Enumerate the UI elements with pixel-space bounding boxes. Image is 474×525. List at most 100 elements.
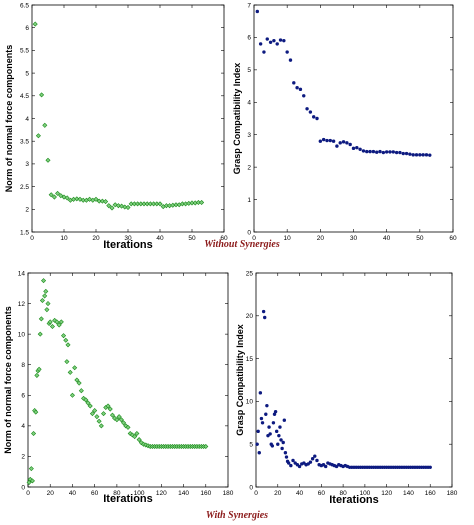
chart-panel-1: 0 10 20 30 40 50 60 1.5 2 2.5 3 3.5 4 4.5 5 5.5 6 6.5 Iter… xyxy=(4,2,228,251)
x-tick-label: 20 xyxy=(92,235,100,242)
data-point xyxy=(273,409,278,414)
data-point xyxy=(56,322,62,328)
data-point xyxy=(35,133,41,139)
data-point xyxy=(268,432,272,436)
data-point xyxy=(361,149,366,153)
data-point xyxy=(29,478,35,484)
data-point xyxy=(34,372,40,378)
data-point xyxy=(315,458,319,463)
x-tick-label: 20 xyxy=(274,490,282,497)
x-tick-label: 40 xyxy=(156,235,164,242)
data-point xyxy=(121,420,127,426)
data-point xyxy=(258,42,263,46)
data-point xyxy=(289,463,293,468)
data-point xyxy=(65,342,71,348)
data-point xyxy=(61,333,67,339)
data-point xyxy=(103,199,109,205)
x-tick-label: 0 xyxy=(254,490,258,497)
y-tick-label: 25 xyxy=(246,270,254,277)
y-tick-label: 4 xyxy=(25,116,29,123)
x-tick-label: 100 xyxy=(359,490,370,497)
data-point xyxy=(31,430,37,437)
data-point xyxy=(45,157,51,163)
data-point xyxy=(94,414,100,420)
data-point xyxy=(258,391,263,395)
data-point xyxy=(107,406,113,412)
y-tick-label: 12 xyxy=(18,301,26,308)
data-point xyxy=(298,87,303,92)
data-point xyxy=(388,150,392,154)
x-tick-label: 0 xyxy=(30,235,34,242)
data-point xyxy=(371,149,376,154)
data-point xyxy=(305,107,309,111)
x-axis-label: Iterations xyxy=(103,493,153,505)
chart-panel-3: 0 20 40 60 80 100 120 140 160 180 0 2 4 6 8 10 12 14 Itera… xyxy=(3,270,234,505)
data-point xyxy=(408,152,412,156)
x-axis-label: Iterations xyxy=(103,239,153,251)
data-point xyxy=(99,198,105,204)
data-point xyxy=(375,150,379,154)
data-point xyxy=(114,417,120,423)
data-point xyxy=(308,460,313,464)
data-point xyxy=(275,42,279,46)
data-point xyxy=(257,451,261,455)
data-point xyxy=(270,444,275,448)
data-point xyxy=(76,380,82,386)
data-point xyxy=(418,153,422,157)
y-tick-label: 3 xyxy=(25,161,29,168)
x-tick-label: 160 xyxy=(425,490,436,497)
data-point xyxy=(85,400,91,406)
data-point xyxy=(260,421,265,425)
data-point xyxy=(116,414,122,420)
data-point xyxy=(256,429,260,434)
data-point xyxy=(265,403,269,408)
data-point xyxy=(280,446,284,451)
data-point xyxy=(278,38,283,42)
data-point xyxy=(52,317,58,323)
y-tick-label: 5 xyxy=(249,442,253,449)
y-tick-label: 15 xyxy=(246,356,254,363)
data-point xyxy=(281,440,285,445)
data-point xyxy=(401,151,405,156)
plot-frame xyxy=(255,272,453,488)
y-tick-label: 20 xyxy=(246,313,254,320)
data-point xyxy=(318,139,323,143)
y-tick-label: 8 xyxy=(21,362,25,369)
x-tick-label: 120 xyxy=(156,490,167,497)
data-point xyxy=(283,451,288,455)
data-point xyxy=(49,323,55,330)
caption-without-synergies: Without Synergies xyxy=(204,239,280,250)
data-point xyxy=(105,403,111,409)
data-point xyxy=(109,412,115,418)
x-tick-label: 80 xyxy=(113,490,121,497)
data-point xyxy=(424,153,429,157)
data-point xyxy=(398,150,402,155)
data-point xyxy=(47,319,53,325)
data-point xyxy=(285,50,289,54)
data-point xyxy=(421,153,425,157)
data-point xyxy=(157,201,163,207)
x-tick-label: 30 xyxy=(124,235,132,242)
data-point xyxy=(428,465,432,470)
data-point xyxy=(263,315,267,320)
data-point xyxy=(348,142,352,147)
data-point xyxy=(37,331,43,337)
data-point xyxy=(38,316,44,322)
y-tick-label: 2 xyxy=(25,207,29,214)
y-tick-label: 6 xyxy=(247,35,251,42)
x-tick-label: 40 xyxy=(69,490,77,497)
data-point xyxy=(101,411,107,417)
data-point xyxy=(267,425,271,429)
data-point xyxy=(391,150,395,154)
data-point xyxy=(33,409,39,415)
y-tick-label: 2 xyxy=(21,454,25,461)
data-point xyxy=(291,458,295,463)
data-point xyxy=(132,434,138,440)
x-tick-label: 60 xyxy=(91,490,99,497)
data-point xyxy=(26,479,32,485)
data-point xyxy=(355,145,359,150)
chart-panel-2: 0 10 20 30 40 50 60 0 1 2 3 4 5 6 7 Grasp Compatibility… xyxy=(232,2,457,242)
data-point xyxy=(276,442,280,446)
data-point xyxy=(89,411,95,417)
